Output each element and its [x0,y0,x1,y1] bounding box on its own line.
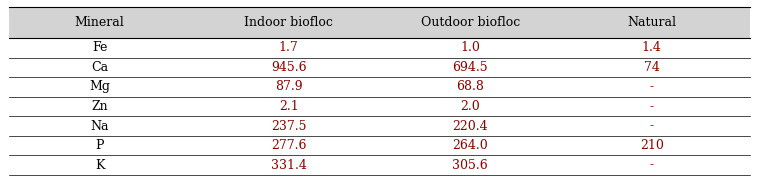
Text: Fe: Fe [92,41,107,54]
Text: Mineral: Mineral [75,16,124,29]
Text: 694.5: 694.5 [452,61,488,74]
Text: -: - [650,80,653,93]
Text: 210: 210 [640,139,663,152]
Text: 1.4: 1.4 [642,41,662,54]
Text: Ca: Ca [91,61,109,74]
Text: 305.6: 305.6 [452,159,488,172]
Text: 74: 74 [644,61,660,74]
Text: 220.4: 220.4 [452,120,488,133]
Text: 1.0: 1.0 [460,41,480,54]
Text: -: - [650,100,653,113]
Text: -: - [650,159,653,172]
Text: 2.0: 2.0 [461,100,480,113]
Text: 331.4: 331.4 [271,159,307,172]
Text: -: - [650,120,653,133]
Text: K: K [95,159,105,172]
Text: 2.1: 2.1 [279,100,298,113]
Text: 945.6: 945.6 [271,61,307,74]
Text: 68.8: 68.8 [456,80,484,93]
Text: 87.9: 87.9 [275,80,303,93]
Text: 264.0: 264.0 [452,139,488,152]
FancyBboxPatch shape [9,7,750,38]
Text: Zn: Zn [91,100,108,113]
Text: Natural: Natural [627,16,676,29]
Text: Na: Na [90,120,109,133]
Text: Mg: Mg [90,80,110,93]
Text: Indoor biofloc: Indoor biofloc [244,16,333,29]
Text: 237.5: 237.5 [271,120,307,133]
Text: 1.7: 1.7 [279,41,298,54]
Text: P: P [96,139,104,152]
Text: Outdoor biofloc: Outdoor biofloc [420,16,520,29]
Text: 277.6: 277.6 [271,139,307,152]
